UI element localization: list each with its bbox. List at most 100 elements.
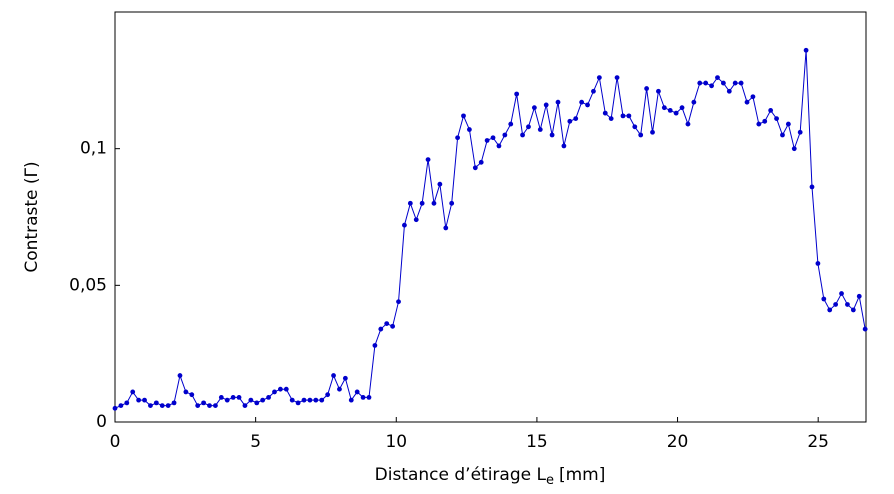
data-point	[833, 302, 839, 307]
data-point	[644, 86, 650, 91]
x-tick-label: 15	[526, 432, 548, 452]
data-point	[614, 75, 620, 80]
data-point	[236, 395, 242, 400]
data-point	[142, 397, 147, 403]
data-point	[348, 397, 354, 403]
x-tick-label: 25	[807, 432, 829, 452]
data-point	[596, 75, 602, 80]
data-point	[484, 138, 490, 143]
data-point	[218, 395, 224, 400]
data-point	[656, 88, 661, 94]
data-point	[791, 146, 797, 152]
data-point	[124, 400, 130, 406]
data-point	[201, 400, 207, 406]
data-point	[555, 99, 561, 105]
data-point	[768, 108, 774, 113]
data-point	[443, 225, 449, 231]
x-tick-label: 20	[667, 432, 689, 452]
data-point	[797, 129, 803, 135]
data-point	[750, 94, 756, 100]
data-point	[785, 121, 791, 127]
data-point	[691, 99, 697, 105]
data-point	[313, 397, 319, 403]
data-point	[148, 403, 153, 408]
data-point	[254, 400, 260, 406]
data-point	[437, 181, 443, 187]
data-point	[839, 291, 844, 296]
data-point	[248, 397, 254, 403]
data-point	[490, 135, 496, 141]
data-point	[242, 403, 248, 408]
data-point	[413, 217, 419, 223]
data-point	[780, 132, 785, 138]
data-point	[502, 132, 508, 138]
data-point	[455, 135, 460, 141]
data-point	[821, 296, 827, 302]
data-point	[419, 200, 425, 206]
data-point	[301, 397, 307, 403]
data-point	[543, 102, 549, 108]
x-tick-label: 0	[110, 432, 121, 452]
data-point	[720, 80, 726, 86]
data-point	[213, 403, 218, 408]
data-point	[407, 200, 413, 206]
data-point	[130, 389, 136, 395]
data-point	[207, 403, 212, 408]
data-point	[390, 323, 396, 329]
data-point	[342, 375, 348, 381]
data-point	[585, 102, 590, 108]
data-point	[715, 75, 720, 80]
data-point	[661, 105, 667, 111]
data-point	[307, 397, 313, 403]
data-point	[856, 293, 862, 299]
data-point	[378, 326, 384, 332]
data-point	[366, 395, 372, 400]
data-point	[171, 400, 177, 406]
data-point	[260, 397, 266, 403]
data-point	[679, 105, 685, 111]
data-point	[508, 121, 514, 127]
y-tick-label: 0	[96, 412, 107, 432]
data-point	[289, 397, 295, 403]
y-axis-label: Contraste (Γ)	[22, 161, 42, 272]
data-point	[809, 184, 815, 190]
data-point	[703, 80, 709, 86]
data-point	[774, 116, 779, 121]
data-point	[667, 108, 673, 113]
x-axis-label-main: Distance d’étirage L	[375, 465, 547, 485]
data-point	[277, 386, 283, 392]
data-point	[325, 392, 331, 398]
data-point	[591, 88, 596, 94]
data-point	[638, 132, 644, 138]
data-point	[732, 80, 738, 86]
data-point	[425, 157, 431, 163]
plot-frame	[114, 11, 867, 423]
data-point	[384, 321, 390, 326]
data-point	[118, 403, 124, 408]
data-point	[189, 392, 195, 398]
data-point	[165, 403, 171, 408]
data-point	[224, 397, 230, 403]
data-point	[177, 373, 183, 378]
data-point	[549, 132, 555, 138]
data-point	[266, 395, 271, 400]
data-point	[319, 397, 325, 403]
data-point	[579, 99, 585, 105]
data-line	[114, 50, 866, 409]
data-point	[331, 373, 336, 378]
data-point	[496, 143, 502, 149]
data-point	[602, 110, 608, 116]
data-point	[632, 124, 638, 130]
data-point	[762, 118, 768, 124]
data-point	[526, 124, 531, 130]
data-point	[360, 395, 366, 400]
data-point	[827, 307, 833, 313]
data-point	[862, 326, 868, 332]
data-point	[845, 302, 850, 307]
data-point	[449, 200, 455, 206]
data-point	[850, 307, 856, 313]
data-point	[272, 389, 277, 395]
data-point	[520, 132, 525, 138]
data-point	[815, 261, 821, 266]
